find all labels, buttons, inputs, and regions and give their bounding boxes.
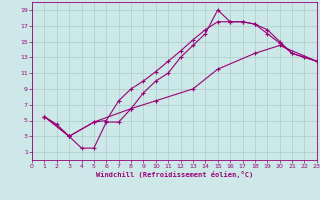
X-axis label: Windchill (Refroidissement éolien,°C): Windchill (Refroidissement éolien,°C) xyxy=(96,171,253,178)
